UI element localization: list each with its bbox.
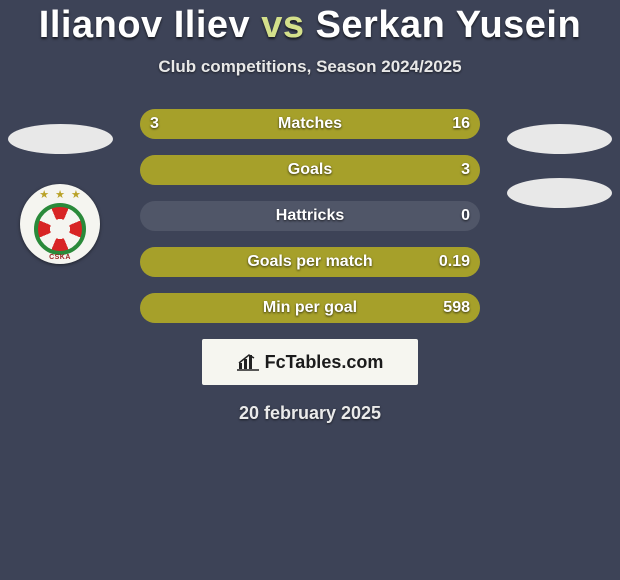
star-icon: ★ — [71, 188, 81, 201]
stat-right-value: 0 — [461, 207, 470, 225]
player-2-name: Serkan Yusein — [316, 4, 582, 46]
stat-right-value: 598 — [443, 299, 470, 317]
club-crest: ★ ★ ★ CSKA — [20, 184, 100, 264]
stat-left-value: 3 — [150, 115, 159, 133]
stat-bar: Goals per match 0.19 — [140, 247, 480, 277]
stat-label: Hattricks — [276, 207, 344, 225]
star-icon: ★ — [55, 188, 65, 201]
stat-label: Matches — [278, 115, 342, 133]
bar-chart-icon — [237, 353, 259, 371]
stat-bar: Hattricks 0 — [140, 201, 480, 231]
brand-text: FcTables.com — [265, 352, 384, 373]
crest-text: CSKA — [49, 254, 71, 261]
player-1-club-logo-placeholder — [8, 124, 113, 154]
stat-right-value: 16 — [452, 115, 470, 133]
stat-label: Min per goal — [263, 299, 357, 317]
subtitle: Club competitions, Season 2024/2025 — [0, 57, 620, 77]
stat-right-value: 0.19 — [439, 253, 470, 271]
brand-box[interactable]: FcTables.com — [202, 339, 418, 385]
date-label: 20 february 2025 — [0, 403, 620, 424]
crest-ring-icon — [34, 203, 86, 255]
stat-label: Goals per match — [247, 253, 372, 271]
player-2-club-logo-placeholder-2 — [507, 178, 612, 208]
stat-bar: Goals 3 — [140, 155, 480, 185]
star-icon: ★ — [39, 188, 49, 201]
stat-bar: 3 Matches 16 — [140, 109, 480, 139]
vs-separator: vs — [261, 4, 304, 46]
stat-label: Goals — [288, 161, 332, 179]
stat-bar-left-fill — [140, 109, 194, 139]
crest-stars: ★ ★ ★ — [39, 188, 81, 201]
player-2-club-logo-placeholder-1 — [507, 124, 612, 154]
stat-bars-area: 3 Matches 16 Goals 3 Hattricks 0 Goals per matc… — [140, 109, 480, 323]
stat-bar: Min per goal 598 — [140, 293, 480, 323]
comparison-title: Ilianov Iliev vs Serkan Yusein — [0, 4, 620, 47]
stat-right-value: 3 — [461, 161, 470, 179]
player-1-name: Ilianov Iliev — [39, 4, 250, 46]
